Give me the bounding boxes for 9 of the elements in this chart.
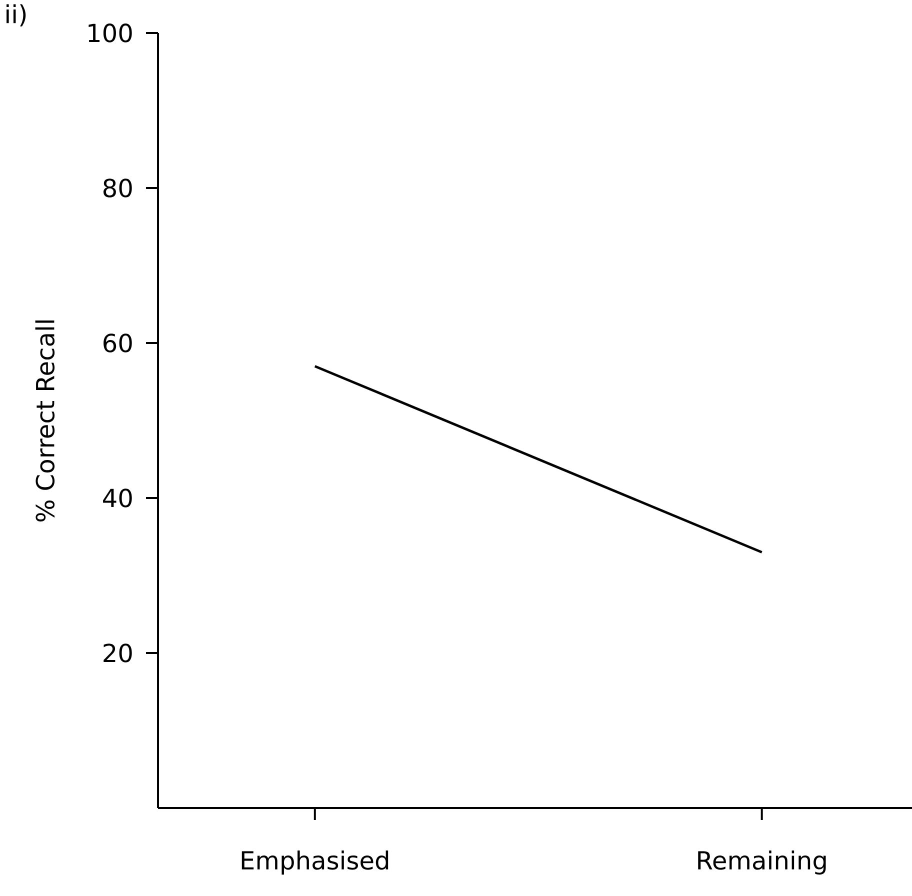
y-tick-label: 20 — [104, 644, 132, 662]
y-tick-label: 40 — [103, 488, 132, 508]
y-tick-label: 80 — [104, 178, 132, 198]
text: ii) — [6, 4, 26, 26]
y-tick-label: 60 — [104, 334, 132, 352]
x-tick-label: Remaining — [698, 850, 826, 875]
y-tick-label: 100 — [88, 24, 132, 42]
y-axis-title: % Correct Recall — [35, 320, 55, 522]
x-tick-label: Emphasised — [242, 850, 388, 875]
